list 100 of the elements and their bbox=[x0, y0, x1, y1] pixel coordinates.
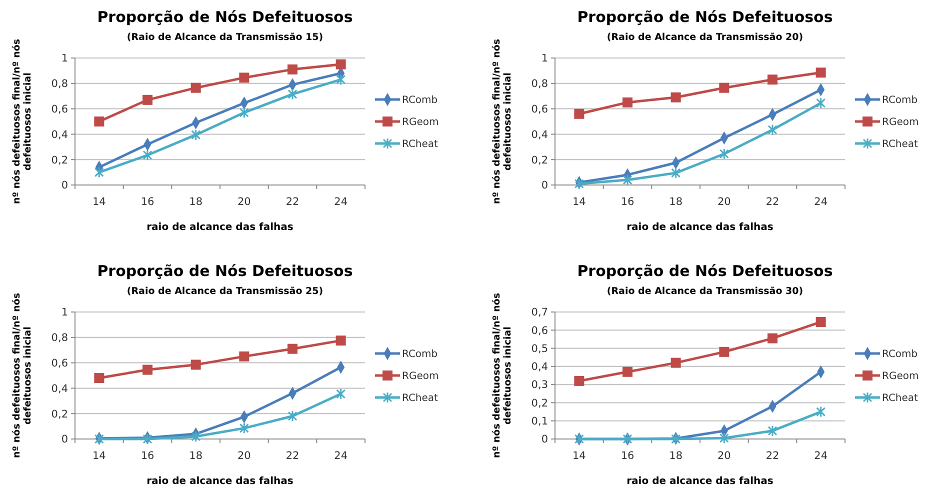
x-axis-title: raio de alcance das falhas bbox=[626, 222, 774, 233]
point bbox=[768, 124, 778, 136]
y-tick-label: 0,4 bbox=[531, 128, 548, 141]
x-tick-label: 14 bbox=[92, 196, 106, 208]
x-tick-label: 22 bbox=[766, 196, 780, 208]
point bbox=[671, 167, 681, 179]
legend-label: RComb bbox=[882, 349, 918, 360]
chart-title: Proporção de Nós Defeituosos bbox=[97, 262, 353, 280]
point bbox=[670, 358, 681, 368]
x-tick-label: 24 bbox=[814, 450, 828, 462]
point bbox=[288, 410, 298, 422]
y-axis-title: nº nós defeituosos final/nº nós defeituosos inicial bbox=[11, 292, 34, 458]
point bbox=[336, 59, 346, 70]
point bbox=[94, 373, 104, 384]
point bbox=[670, 92, 681, 102]
x-tick-label: 22 bbox=[766, 450, 780, 462]
legend-label: RGeom bbox=[882, 117, 919, 128]
point bbox=[142, 94, 152, 105]
point bbox=[336, 74, 346, 86]
point bbox=[622, 174, 632, 186]
point bbox=[239, 72, 250, 83]
point bbox=[239, 106, 249, 118]
point bbox=[94, 116, 104, 126]
x-tick-label: 14 bbox=[572, 196, 586, 208]
legend-label: RCheat bbox=[882, 139, 918, 150]
y-tick-label: 0,8 bbox=[51, 78, 68, 90]
point bbox=[191, 430, 201, 442]
y-tick-label: 0,4 bbox=[531, 361, 548, 374]
legend-label: RCheat bbox=[882, 393, 918, 404]
x-axis-title: raio de alcance das falhas bbox=[146, 476, 294, 487]
point bbox=[190, 82, 201, 93]
point bbox=[719, 432, 729, 444]
point bbox=[719, 148, 729, 160]
x-tick-label: 14 bbox=[572, 450, 586, 462]
point bbox=[719, 82, 730, 93]
y-tick-label: 0,1 bbox=[531, 416, 548, 428]
x-tick-label: 18 bbox=[669, 450, 683, 462]
point bbox=[768, 333, 778, 344]
legend-label: RComb bbox=[402, 95, 438, 106]
chart-subtitle: (Raio de Alcance da Transmissão 25) bbox=[126, 286, 324, 297]
point bbox=[816, 68, 826, 78]
y-tick-label: 0,8 bbox=[531, 78, 548, 90]
x-tick-label: 20 bbox=[237, 196, 251, 208]
point bbox=[94, 166, 104, 178]
x-axis-title: raio de alcance das falhas bbox=[146, 222, 294, 233]
x-tick-label: 20 bbox=[717, 196, 731, 208]
point bbox=[622, 97, 632, 108]
point bbox=[816, 406, 826, 418]
point bbox=[239, 351, 250, 362]
y-tick-label: 0,5 bbox=[531, 342, 548, 355]
x-tick-label: 24 bbox=[334, 196, 348, 208]
legend-label: RGeom bbox=[402, 117, 439, 128]
y-tick-label: 1 bbox=[61, 306, 68, 319]
y-tick-label: 0,6 bbox=[531, 324, 548, 337]
point bbox=[288, 344, 298, 354]
chart-subtitle: (Raio de Alcance da Transmissão 15) bbox=[126, 32, 324, 43]
x-tick-label: 18 bbox=[669, 196, 683, 208]
chart-title: Proporção de Nós Defeituosos bbox=[577, 262, 833, 280]
point bbox=[336, 388, 346, 400]
point bbox=[191, 129, 201, 141]
y-tick-label: 0 bbox=[61, 434, 68, 446]
x-tick-label: 16 bbox=[620, 450, 634, 462]
y-tick-label: 0 bbox=[541, 180, 548, 192]
legend-label: RCheat bbox=[402, 393, 438, 404]
y-tick-label: 0,2 bbox=[531, 154, 548, 166]
chart-subtitle: (Raio de Alcance da Transmissão 20) bbox=[606, 32, 804, 43]
x-tick-label: 14 bbox=[92, 450, 106, 462]
x-tick-label: 18 bbox=[189, 196, 203, 208]
point bbox=[190, 360, 201, 370]
x-tick-label: 20 bbox=[717, 450, 731, 462]
x-axis-title: raio de alcance das falhas bbox=[626, 476, 774, 487]
y-tick-label: 0,4 bbox=[51, 128, 68, 141]
x-tick-label: 18 bbox=[189, 450, 203, 462]
y-axis-title: nº nós defeituosos final/nº nós defeituosos inicial bbox=[11, 38, 34, 204]
x-tick-label: 24 bbox=[814, 196, 828, 208]
y-tick-label: 0,6 bbox=[51, 103, 68, 116]
y-tick-label: 0,8 bbox=[51, 332, 68, 344]
point bbox=[719, 346, 730, 357]
chart-subtitle: (Raio de Alcance da Transmissão 30) bbox=[606, 286, 804, 297]
y-axis-title: nº nós defeituosos final/nº nós defeituosos inicial bbox=[491, 292, 514, 458]
point bbox=[288, 88, 298, 100]
point bbox=[768, 425, 778, 437]
legend-label: RGeom bbox=[882, 371, 919, 382]
y-tick-label: 0,2 bbox=[51, 154, 68, 166]
x-tick-label: 16 bbox=[620, 196, 634, 208]
point bbox=[816, 97, 826, 109]
point bbox=[142, 149, 152, 161]
legend-label: RComb bbox=[882, 95, 918, 106]
point bbox=[574, 376, 584, 386]
x-tick-label: 24 bbox=[334, 450, 348, 462]
x-tick-label: 16 bbox=[140, 196, 154, 208]
y-axis-title: nº nós defeituosos final/nº nós defeituosos inicial bbox=[491, 38, 514, 204]
x-tick-label: 16 bbox=[140, 450, 154, 462]
y-tick-label: 0,4 bbox=[51, 382, 68, 395]
legend-label: RCheat bbox=[402, 139, 438, 150]
point bbox=[142, 364, 152, 375]
point bbox=[816, 316, 826, 327]
y-tick-label: 0,6 bbox=[531, 103, 548, 116]
legend-label: RComb bbox=[402, 349, 438, 360]
y-tick-label: 0,3 bbox=[531, 379, 548, 392]
